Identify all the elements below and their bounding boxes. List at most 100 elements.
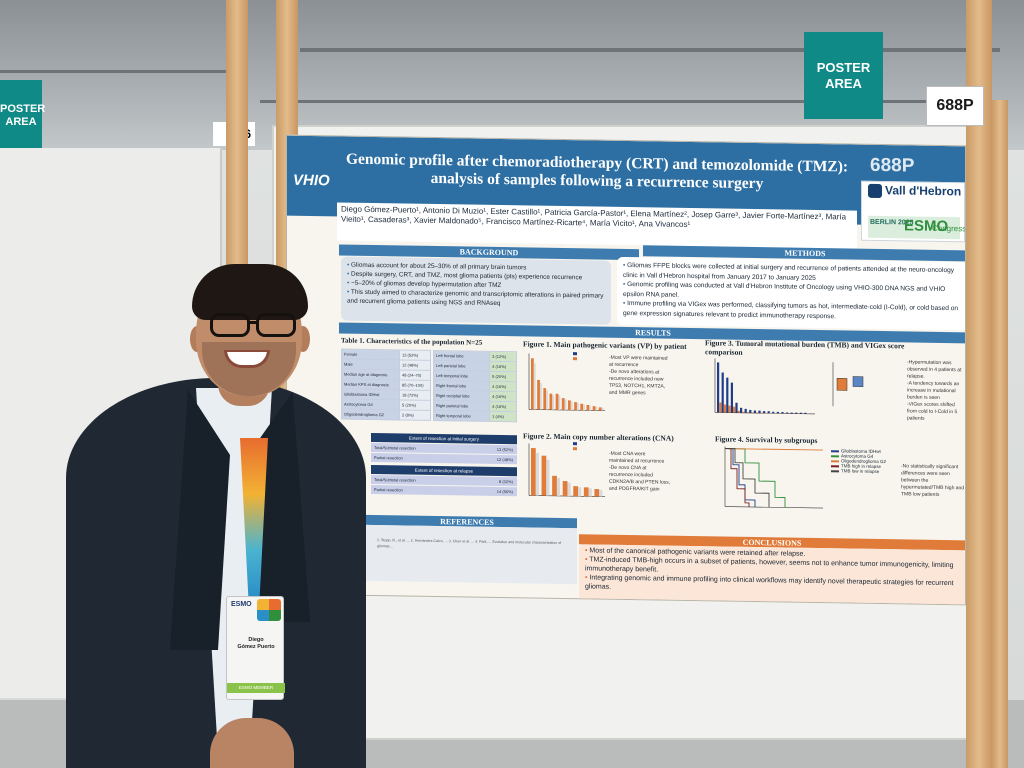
presenter-hand bbox=[210, 718, 294, 768]
bar-diagnosis bbox=[552, 395, 555, 410]
bar-diagnosis bbox=[546, 390, 548, 410]
figure4-survival-curve bbox=[724, 446, 823, 509]
bar-relapse bbox=[594, 489, 600, 497]
x-axis bbox=[725, 506, 823, 509]
table-cell: 12 (48%) bbox=[399, 359, 431, 371]
bar-tmb bbox=[758, 410, 761, 414]
board-number-label: 688P bbox=[926, 86, 984, 126]
bar-relapse bbox=[552, 475, 557, 496]
table1-title: Table 1. Characteristics of the populati… bbox=[341, 336, 483, 347]
bar-tmb bbox=[763, 411, 766, 414]
bar-tmb bbox=[733, 406, 736, 413]
legend-entry: TMB low in relapse bbox=[831, 468, 911, 474]
badge-role: ESMO MEMBER bbox=[227, 683, 285, 693]
bar-tmb bbox=[726, 377, 729, 413]
bar-relapse bbox=[574, 402, 577, 411]
table-cell: Oligodendroglioma G2 bbox=[341, 409, 400, 420]
bar-tmb bbox=[767, 411, 770, 414]
bar-tmb bbox=[760, 412, 763, 414]
background-box: Gliomas account for about 25–30% of all … bbox=[341, 256, 611, 325]
name-badge: ESMO Diego Gómez Puerto ESMO MEMBER bbox=[226, 596, 285, 700]
bar-tmb bbox=[723, 404, 726, 413]
table-cell: 4 (16%) bbox=[489, 401, 517, 412]
figure3-tmb-chart bbox=[714, 358, 815, 415]
bar-relapse bbox=[531, 448, 536, 496]
bar-relapse bbox=[549, 393, 553, 410]
wooden-post bbox=[992, 100, 1008, 768]
bar-tmb bbox=[751, 412, 754, 414]
ceiling-truss bbox=[0, 70, 240, 73]
bar-relapse bbox=[586, 404, 590, 411]
poster-area-sign-left: POSTER AREA bbox=[0, 80, 45, 152]
bar-diagnosis bbox=[535, 452, 539, 496]
survival-curve bbox=[725, 448, 786, 508]
bar-tmb bbox=[740, 407, 743, 413]
table-row: Right temporal lobe 1 (4%) bbox=[433, 410, 517, 422]
glasses-lens bbox=[210, 313, 250, 337]
congress-sub: Congress bbox=[932, 223, 966, 234]
bar-tmb bbox=[721, 372, 724, 413]
bar-diagnosis bbox=[578, 487, 582, 497]
bar-tmb bbox=[781, 411, 784, 414]
research-poster: VHIO Genomic profile after chemoradiothe… bbox=[286, 134, 966, 606]
resection-row: Partial resection 14 (56%) bbox=[371, 484, 517, 497]
vall-hebron-logo: Vall d'Hebron bbox=[868, 183, 961, 199]
bar-relapse bbox=[573, 486, 579, 497]
figure3-notes: -Hypermutation was observed in 4 patient… bbox=[907, 359, 962, 422]
bar-relapse bbox=[543, 388, 547, 410]
figure4-notes: -No statistically significant difference… bbox=[901, 463, 965, 498]
table-cell: 5 (20%) bbox=[489, 371, 517, 382]
bar-tmb bbox=[749, 409, 752, 413]
bar-relapse bbox=[561, 398, 565, 411]
bar-tmb bbox=[753, 410, 756, 414]
bar-diagnosis bbox=[583, 404, 585, 411]
bar-diagnosis bbox=[556, 477, 561, 496]
table-cell: 4 (16%) bbox=[489, 361, 517, 372]
bar-diagnosis bbox=[576, 402, 579, 411]
survival-curve bbox=[725, 448, 770, 508]
bar-diagnosis bbox=[595, 406, 598, 411]
figure2-bar-chart bbox=[528, 442, 605, 497]
congress-logo: BERLIN 2025 ESMO Congress bbox=[868, 215, 966, 240]
box-diagnosis bbox=[836, 378, 848, 391]
bar-tmb bbox=[744, 408, 747, 413]
ceiling-truss bbox=[260, 100, 1000, 103]
table-cell: 4 (16%) bbox=[489, 381, 517, 392]
legend-swatch bbox=[573, 357, 577, 361]
methods-item: Immune profiling via VIGex was performed… bbox=[623, 299, 961, 323]
presenter-hair bbox=[192, 264, 308, 320]
bar-tmb bbox=[730, 382, 733, 413]
bar-tmb bbox=[717, 362, 720, 413]
box-recurrence bbox=[852, 376, 864, 387]
bar-tmb bbox=[756, 412, 759, 414]
bar-relapse bbox=[568, 400, 571, 411]
bar-diagnosis bbox=[599, 489, 603, 497]
bar-relapse bbox=[580, 403, 584, 411]
bar-tmb bbox=[772, 411, 775, 414]
ceiling-truss bbox=[300, 48, 1000, 52]
resection-row: Partial resection 12 (48%) bbox=[371, 452, 517, 465]
figure4-title: Figure 4. Survival by subgroups bbox=[715, 434, 818, 446]
bar-tmb bbox=[746, 412, 749, 413]
vhio-logo: VHIO bbox=[293, 171, 330, 190]
table-cell: 18 (72%) bbox=[399, 389, 431, 401]
bar-diagnosis bbox=[589, 405, 592, 411]
legend-swatch bbox=[573, 352, 577, 356]
bar-diagnosis bbox=[539, 382, 542, 410]
badge-logo: ESMO bbox=[231, 601, 252, 608]
survival-curve bbox=[725, 448, 750, 507]
glasses-bridge bbox=[248, 321, 258, 324]
conclusions-box: Most of the canonical pathogenic variant… bbox=[579, 544, 965, 606]
survival-curve bbox=[725, 448, 756, 508]
bar-tmb bbox=[728, 405, 731, 413]
bar-diagnosis bbox=[564, 399, 567, 411]
legend-swatch bbox=[573, 442, 577, 446]
table-cell: Right temporal lobe bbox=[433, 410, 490, 422]
wooden-post bbox=[966, 0, 992, 768]
bar-relapse bbox=[598, 407, 602, 411]
figure1-notes: -Most VP were maintained at recurrence -… bbox=[609, 354, 668, 397]
figure3-vigex-boxplot bbox=[832, 362, 864, 407]
bar-diagnosis bbox=[570, 401, 573, 411]
table1-locations: Left frontal lobe 3 (12%) Left parietal lo… bbox=[433, 350, 517, 422]
bar-relapse bbox=[562, 481, 568, 497]
